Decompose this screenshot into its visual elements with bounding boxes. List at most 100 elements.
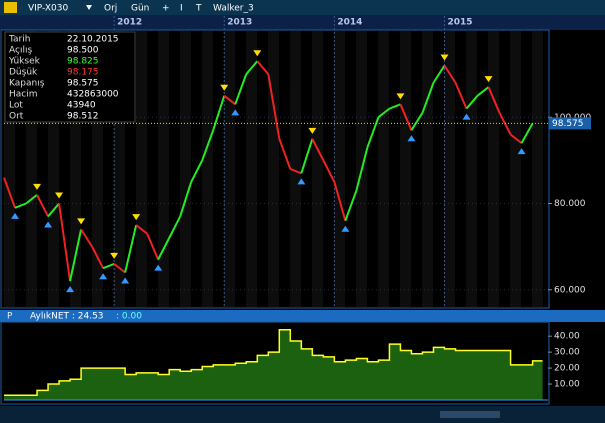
peak-arrow bbox=[110, 252, 119, 259]
stripe bbox=[180, 31, 191, 307]
indicator-line bbox=[4, 329, 543, 396]
price-segment bbox=[113, 263, 126, 274]
peak-arrow bbox=[132, 214, 141, 221]
x-tick-label: 2014 bbox=[337, 18, 362, 28]
price-segment bbox=[432, 64, 446, 84]
price-segment bbox=[256, 60, 270, 75]
price-segment bbox=[322, 159, 336, 183]
price-segment bbox=[58, 203, 72, 282]
stripe bbox=[136, 31, 147, 307]
trough-arrow bbox=[154, 264, 163, 271]
stripe bbox=[488, 31, 499, 307]
y-tick-label: 40.00 bbox=[554, 332, 580, 342]
stripe bbox=[70, 31, 81, 307]
info-label: Tarih bbox=[8, 35, 30, 45]
toolbar-item[interactable]: Gün bbox=[131, 4, 149, 14]
price-segment bbox=[267, 73, 281, 139]
info-label: Düşük bbox=[9, 68, 38, 78]
indicator-title: AylıkNET : 24.53 bbox=[30, 312, 104, 322]
peak-arrow bbox=[253, 50, 262, 57]
price-segment bbox=[14, 202, 27, 209]
last-price-label: 98.575 bbox=[552, 119, 584, 129]
toolbar-item[interactable]: I bbox=[180, 4, 183, 14]
price-segment bbox=[69, 229, 83, 282]
stripe bbox=[92, 31, 103, 307]
info-label: Hacim bbox=[9, 90, 38, 100]
info-panel bbox=[4, 31, 136, 123]
price-segment bbox=[311, 138, 325, 161]
stripe bbox=[510, 31, 521, 307]
toolbar bbox=[0, 0, 605, 15]
price-segment bbox=[289, 168, 302, 175]
info-value: 98.825 bbox=[67, 57, 99, 67]
indicator-area bbox=[4, 329, 543, 400]
peak-arrow bbox=[396, 93, 405, 100]
peak-arrow bbox=[55, 192, 64, 199]
price-segment bbox=[377, 107, 391, 119]
trough-arrow bbox=[517, 148, 526, 155]
toolbar-arrow[interactable] bbox=[86, 5, 92, 10]
toolbar-icon[interactable] bbox=[4, 2, 17, 13]
price-segment bbox=[465, 95, 479, 110]
price-segment bbox=[157, 237, 171, 261]
toolbar-item[interactable]: T bbox=[195, 4, 202, 14]
y-tick-label: 20.00 bbox=[554, 364, 580, 374]
stripe bbox=[158, 31, 169, 307]
info-value: 432863000 bbox=[67, 90, 119, 100]
price-segment bbox=[399, 103, 413, 131]
scrollbar[interactable] bbox=[0, 406, 605, 423]
price-segment bbox=[509, 133, 523, 144]
trough-arrow bbox=[121, 277, 130, 284]
info-value: 98.500 bbox=[67, 46, 99, 56]
peak-arrow bbox=[220, 84, 229, 91]
price-segment bbox=[223, 94, 236, 106]
toolbar-item[interactable]: Walker_3 bbox=[213, 4, 254, 14]
price-segment bbox=[168, 215, 182, 239]
trough-arrow bbox=[407, 135, 416, 142]
stripe bbox=[334, 31, 345, 307]
price-segment bbox=[245, 60, 259, 75]
stripe bbox=[268, 31, 279, 307]
indicator-header bbox=[0, 310, 605, 322]
stripe bbox=[26, 31, 37, 307]
trough-arrow bbox=[231, 109, 240, 116]
price-segment bbox=[421, 82, 435, 114]
stripe bbox=[4, 31, 15, 307]
price-segment bbox=[476, 86, 490, 97]
price-segment bbox=[80, 228, 93, 248]
price-segment bbox=[333, 181, 347, 222]
stripe bbox=[290, 31, 301, 307]
trough-arrow bbox=[462, 113, 471, 120]
stripe bbox=[114, 31, 125, 307]
price-segment bbox=[300, 138, 314, 174]
info-label: Yüksek bbox=[8, 57, 41, 67]
trough-arrow bbox=[11, 212, 20, 219]
symbol[interactable]: VIP-X030 bbox=[28, 4, 68, 14]
info-value: 98.575 bbox=[67, 79, 99, 89]
price-segment bbox=[201, 129, 215, 161]
info-label: Kapanış bbox=[9, 79, 45, 89]
price-segment bbox=[135, 224, 148, 235]
panel-label: P bbox=[7, 312, 13, 322]
stripe bbox=[246, 31, 257, 307]
y-tick-label: 60.000 bbox=[554, 285, 586, 295]
stripe bbox=[48, 31, 59, 307]
scroll-thumb[interactable] bbox=[440, 411, 500, 418]
price-panel bbox=[0, 29, 550, 309]
stripe bbox=[532, 31, 543, 307]
trough-arrow bbox=[66, 286, 75, 293]
peak-arrow bbox=[308, 127, 317, 134]
price-segment bbox=[366, 116, 380, 148]
price-segment bbox=[102, 262, 115, 270]
toolbar-item[interactable]: Orj bbox=[104, 4, 117, 14]
price-segment bbox=[410, 112, 424, 131]
stripe bbox=[466, 31, 477, 307]
info-label: Lot bbox=[9, 101, 23, 111]
trough-arrow bbox=[297, 178, 306, 185]
peak-arrow bbox=[77, 218, 86, 225]
info-label: Ort bbox=[9, 112, 24, 122]
toolbar-item[interactable]: + bbox=[162, 4, 170, 14]
price-segment bbox=[520, 122, 534, 144]
price-segment bbox=[36, 194, 49, 217]
